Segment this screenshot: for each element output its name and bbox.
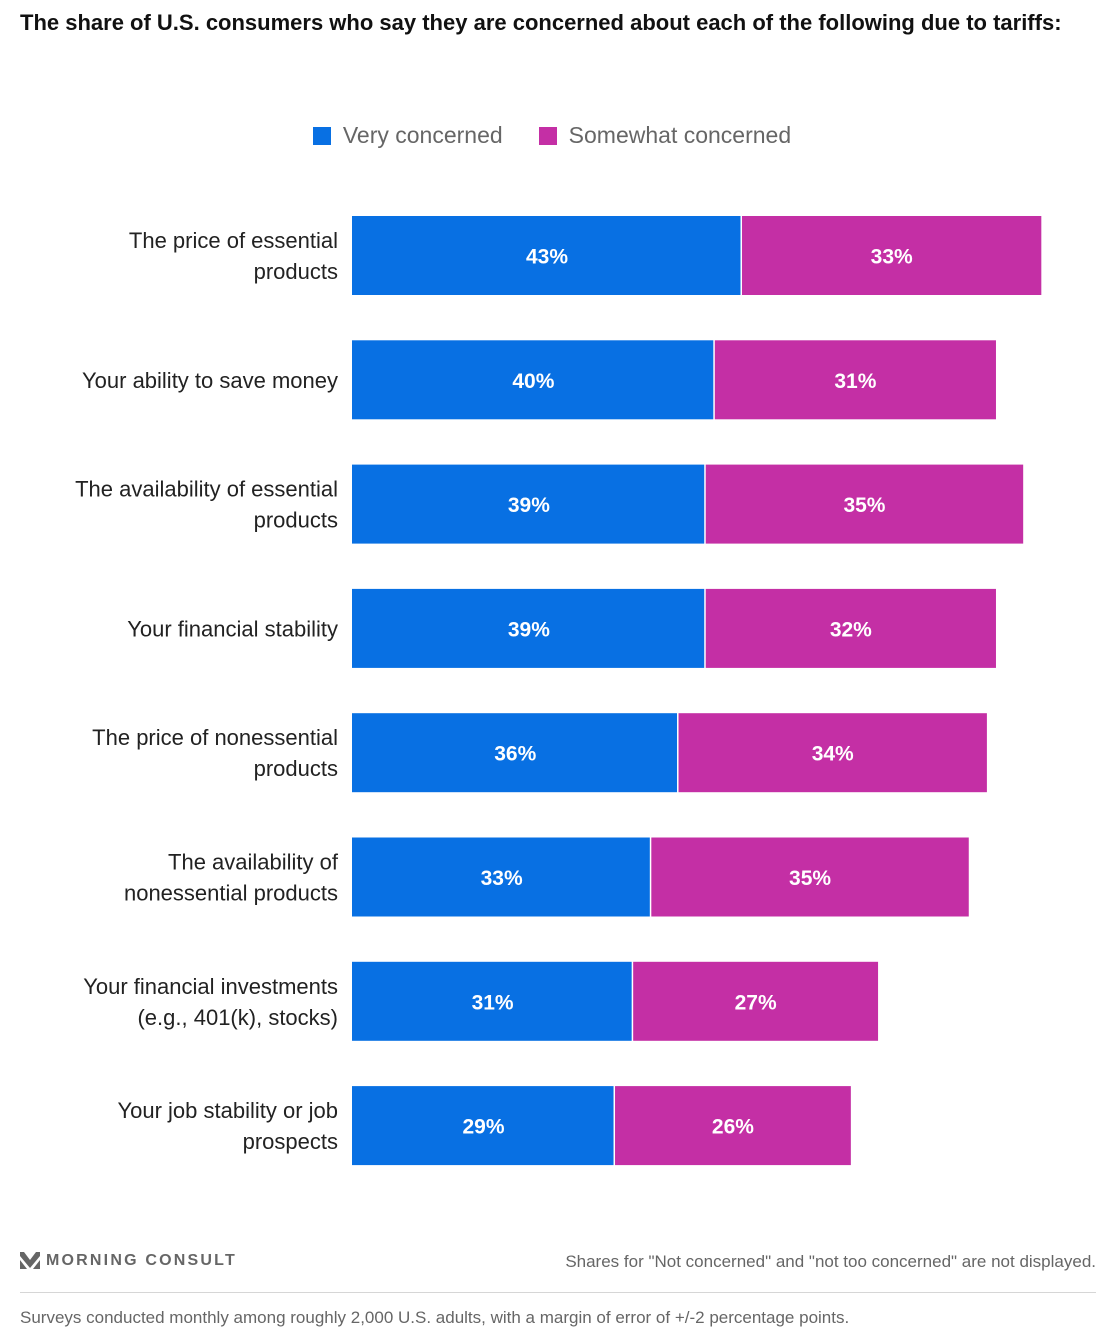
bar-row: The availability of nonessential products… xyxy=(124,837,969,917)
morning-consult-logo-icon xyxy=(20,1252,40,1269)
bar-segment-somewhat-concerned xyxy=(714,340,996,420)
bar-segment-very-concerned xyxy=(352,216,741,295)
bar-value-label: 35% xyxy=(843,494,885,517)
bar-chart: The price of essential products 43% 33% Your… xyxy=(75,216,1042,1166)
bar-value-label: 31% xyxy=(834,370,876,393)
bar-segment-somewhat-concerned xyxy=(705,464,1024,544)
bar-value-label: 29% xyxy=(462,1116,504,1139)
legend-label-very-concerned: Very concerned xyxy=(342,122,503,148)
legend-item-very-concerned: Very concerned xyxy=(312,122,503,149)
legend: Very concerned Somewhat concerned xyxy=(0,122,1114,149)
category-label: The price of nonessential products xyxy=(92,725,338,781)
legend-swatch-somewhat-concerned xyxy=(538,126,557,145)
brand-name: MORNING CONSULT xyxy=(46,1252,237,1269)
brand-logo: MORNING CONSULT xyxy=(20,1252,237,1270)
category-label: The availability of nonessential products xyxy=(124,850,339,906)
bar-row: The availability of essential products 39%… xyxy=(75,464,1024,544)
bar-value-label: 35% xyxy=(789,867,831,890)
bar-row: Your financial investments (e.g., 401(k),… xyxy=(83,961,879,1041)
bar-segment-very-concerned xyxy=(352,837,650,917)
legend-item-somewhat-concerned: Somewhat concerned xyxy=(538,122,792,149)
bar-value-label: 26% xyxy=(712,1116,754,1139)
category-label: Your ability to save money xyxy=(82,368,338,393)
bar-row: Your job stability or job prospects 29% 26% xyxy=(117,1086,851,1166)
bar-segment-very-concerned xyxy=(352,713,678,793)
category-label: Your job stability or job prospects xyxy=(117,1098,338,1154)
bar-row: The price of essential products 43% 33% xyxy=(129,216,1042,295)
footer-note: Shares for "Not concerned" and "not too … xyxy=(565,1252,1096,1271)
category-label: The price of essential products xyxy=(129,228,338,284)
category-label: Your financial investments (e.g., 401(k),… xyxy=(83,974,338,1030)
chart-title: The share of U.S. consumers who say they… xyxy=(20,10,1062,35)
bar-value-label: 36% xyxy=(494,743,536,766)
bar-segment-very-concerned xyxy=(352,340,714,420)
bar-value-label: 34% xyxy=(812,743,854,766)
source-note: Surveys conducted monthly among roughly … xyxy=(20,1308,850,1327)
bar-segment-somewhat-concerned xyxy=(678,713,987,793)
bar-segment-very-concerned xyxy=(352,588,705,668)
legend-swatch-very-concerned xyxy=(312,126,331,145)
bar-segment-somewhat-concerned xyxy=(651,837,969,917)
bar-value-label: 32% xyxy=(830,618,872,641)
bar-row: The price of nonessential products 36% 34% xyxy=(92,713,987,793)
bar-value-label: 31% xyxy=(472,991,514,1014)
bar-value-label: 40% xyxy=(512,370,554,393)
category-label: Your financial stability xyxy=(127,616,338,641)
bar-value-label: 39% xyxy=(508,494,550,517)
bar-value-label: 33% xyxy=(871,246,913,269)
bar-segment-very-concerned xyxy=(352,961,632,1041)
bar-segment-very-concerned xyxy=(352,1086,614,1166)
bar-value-label: 39% xyxy=(508,618,550,641)
bar-segment-somewhat-concerned xyxy=(633,961,879,1041)
bar-value-label: 43% xyxy=(526,246,568,269)
category-label: The availability of essential products xyxy=(75,477,338,533)
bar-segment-very-concerned xyxy=(352,464,705,544)
bar-segment-somewhat-concerned xyxy=(615,1086,851,1166)
bar-segment-somewhat-concerned xyxy=(705,588,996,668)
legend-label-somewhat-concerned: Somewhat concerned xyxy=(568,122,792,148)
bar-value-label: 33% xyxy=(481,867,523,890)
bar-segment-somewhat-concerned xyxy=(742,216,1042,295)
bar-row: Your ability to save money 40% 31% xyxy=(82,340,996,420)
bar-row: Your financial stability 39% 32% xyxy=(127,588,996,668)
bar-value-label: 27% xyxy=(735,991,777,1014)
footer-divider xyxy=(20,1292,1096,1293)
